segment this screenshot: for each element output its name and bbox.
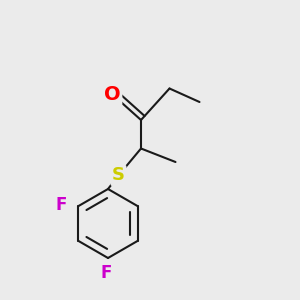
Text: S: S — [112, 167, 125, 184]
Text: F: F — [101, 264, 112, 282]
Text: F: F — [56, 196, 67, 214]
Text: O: O — [104, 85, 121, 104]
